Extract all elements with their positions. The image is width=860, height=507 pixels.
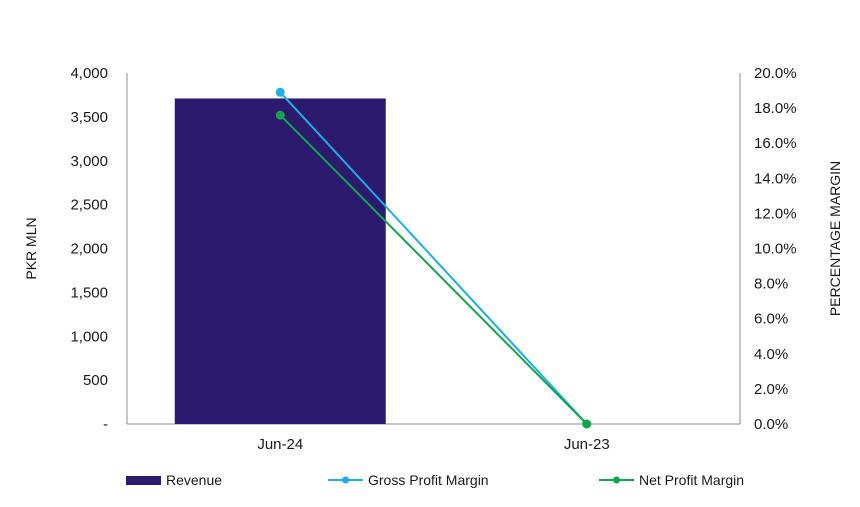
legend-swatch-revenue	[126, 476, 161, 485]
legend: Revenue Gross Profit Margin Net Profit Mar…	[126, 472, 744, 488]
left-tick-label: 1,000	[70, 328, 108, 345]
legend-swatch-marker	[342, 476, 349, 484]
right-tick-label: 0.0%	[754, 416, 788, 433]
gross-profit-margin-line	[279, 91, 588, 425]
legend-label: Gross Profit Margin	[368, 472, 489, 488]
left-tick-label: 4,000	[70, 65, 108, 82]
legend-label: Revenue	[166, 472, 222, 488]
right-tick-label: 8.0%	[754, 276, 788, 293]
revenue-bar	[174, 98, 386, 424]
right-tick-label: 20.0%	[754, 65, 797, 82]
right-tick-label: 4.0%	[754, 346, 788, 363]
legend-swatch-marker	[613, 476, 620, 484]
legend-label: Net Profit Margin	[639, 472, 744, 488]
net-profit-margin-line	[279, 114, 588, 425]
net-profit-margin-point	[275, 110, 285, 120]
x-tick-label: Jun-23	[564, 436, 610, 453]
x-tick-label: Jun-24	[257, 436, 303, 453]
left-tick-label: -	[103, 416, 108, 433]
left-tick-label: 3,000	[70, 153, 108, 170]
bar-layer	[174, 98, 386, 424]
left-tick-label: 500	[83, 372, 108, 389]
left-tick-label: 2,000	[70, 241, 108, 258]
right-axis-title: PERCENTAGE MARGIN	[827, 161, 843, 316]
right-tick-label: 10.0%	[754, 241, 797, 258]
left-tick-label: 1,500	[70, 284, 108, 301]
right-tick-label: 18.0%	[754, 100, 797, 117]
axes: - 500 1,000 1,500 2,000 2,500 3,000 3,500 4,000 0…	[23, 65, 843, 453]
left-tick-label: 3,500	[70, 109, 108, 126]
gross-profit-margin-point	[275, 87, 285, 97]
right-tick-label: 12.0%	[754, 205, 797, 222]
right-tick-label: 16.0%	[754, 135, 797, 152]
net-profit-margin-point	[582, 419, 592, 429]
line-layer	[275, 87, 592, 429]
right-tick-label: 2.0%	[754, 381, 788, 398]
left-axis-title: PKR MLN	[23, 217, 39, 279]
right-tick-label: 6.0%	[754, 311, 788, 328]
right-tick-label: 14.0%	[754, 170, 797, 187]
left-tick-label: 2,500	[70, 197, 108, 214]
